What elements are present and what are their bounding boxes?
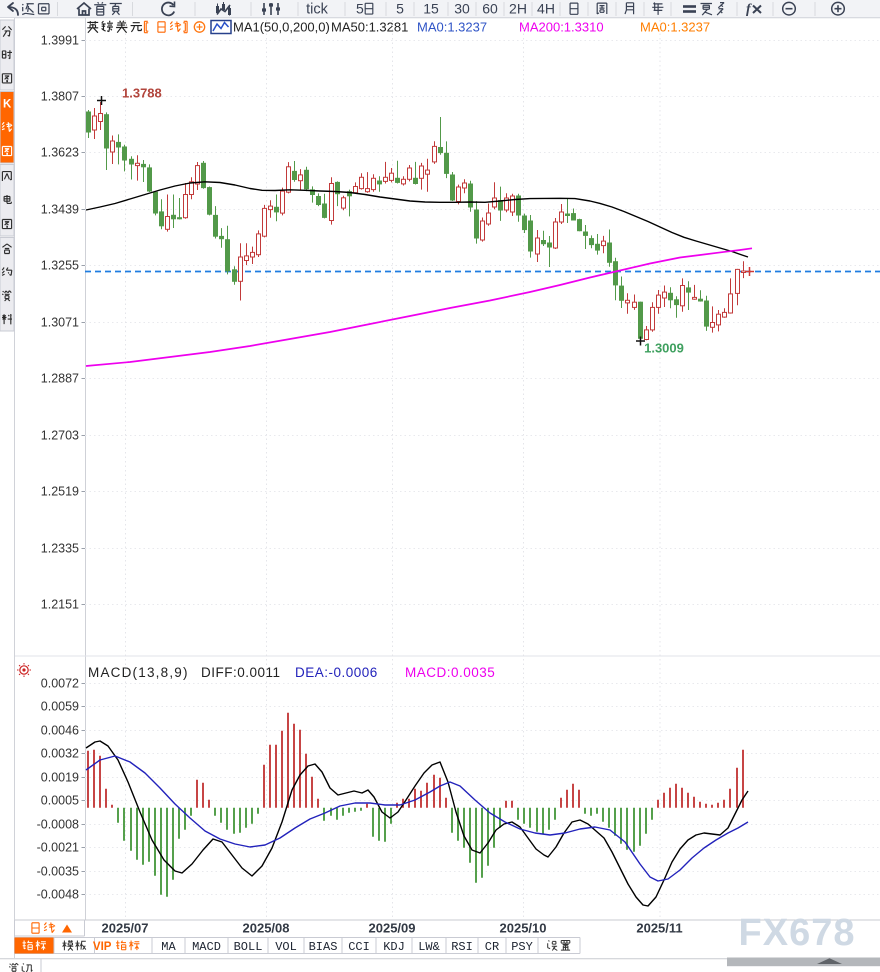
svg-text:tick: tick <box>306 2 329 18</box>
svg-text:1.2703: 1.2703 <box>41 429 79 443</box>
svg-text:PSY: PSY <box>511 940 533 954</box>
svg-text:VIP: VIP <box>93 941 112 953</box>
svg-text:RSI: RSI <box>451 940 473 954</box>
svg-text:MA0:1.3237: MA0:1.3237 <box>640 20 710 35</box>
svg-text:CR: CR <box>485 940 499 954</box>
svg-text:2H: 2H <box>509 1 527 17</box>
svg-text:30: 30 <box>454 1 470 17</box>
svg-text:2025/07: 2025/07 <box>102 921 149 936</box>
svg-text:CCI: CCI <box>348 940 370 954</box>
svg-text:60: 60 <box>482 1 498 17</box>
svg-text:1.3623: 1.3623 <box>41 146 79 160</box>
svg-text:0.0005: 0.0005 <box>41 794 79 808</box>
svg-text:1.2151: 1.2151 <box>41 598 79 612</box>
svg-text:-0.0008: -0.0008 <box>37 818 79 832</box>
svg-text:-0.0048: -0.0048 <box>37 888 79 902</box>
svg-text:2025/09: 2025/09 <box>369 921 416 936</box>
svg-text:5: 5 <box>356 1 364 17</box>
svg-text:1.3807: 1.3807 <box>41 90 79 104</box>
svg-text:MA1(50,0,200,0): MA1(50,0,200,0) <box>233 20 330 35</box>
svg-text:2025/11: 2025/11 <box>636 921 682 936</box>
svg-text:1.2335: 1.2335 <box>41 542 79 556</box>
svg-text:MA0:1.3237: MA0:1.3237 <box>417 20 487 35</box>
svg-text:2025/10: 2025/10 <box>500 921 547 936</box>
svg-text:0.0072: 0.0072 <box>41 677 79 691</box>
svg-text:4H: 4H <box>537 1 555 17</box>
svg-text:2025/08: 2025/08 <box>243 921 290 936</box>
svg-text:FX678: FX678 <box>739 912 856 954</box>
svg-text:K: K <box>3 98 12 110</box>
svg-text:1.3788: 1.3788 <box>122 86 162 101</box>
svg-text:1.3009: 1.3009 <box>644 341 684 356</box>
svg-text:5: 5 <box>396 1 404 17</box>
svg-text:15: 15 <box>423 1 439 17</box>
svg-text:1.3071: 1.3071 <box>41 316 79 330</box>
svg-text:0.0046: 0.0046 <box>41 724 79 738</box>
svg-text:MA: MA <box>161 940 176 954</box>
svg-text:LW&: LW& <box>418 940 440 954</box>
svg-text:BOLL: BOLL <box>234 940 263 954</box>
svg-text:MACD(13,8,9): MACD(13,8,9) <box>88 665 189 680</box>
svg-text:MA200:1.3310: MA200:1.3310 <box>519 20 604 35</box>
svg-text:BIAS: BIAS <box>309 940 338 954</box>
svg-text:f: f <box>746 2 752 17</box>
svg-text:-0.0021: -0.0021 <box>37 841 79 855</box>
svg-text:MACD:0.0035: MACD:0.0035 <box>405 665 495 680</box>
svg-text:1.3991: 1.3991 <box>41 34 79 48</box>
svg-text:MA50:1.3281: MA50:1.3281 <box>331 20 408 35</box>
svg-text:0.0059: 0.0059 <box>41 700 79 714</box>
svg-text:-0.0035: -0.0035 <box>37 865 79 879</box>
svg-text:DEA:-0.0006: DEA:-0.0006 <box>295 665 378 680</box>
svg-text:0.0032: 0.0032 <box>41 747 79 761</box>
svg-text:KDJ: KDJ <box>383 940 405 954</box>
svg-text:1.2887: 1.2887 <box>41 372 79 386</box>
svg-text:0.0019: 0.0019 <box>41 771 79 785</box>
svg-text:1.2519: 1.2519 <box>41 485 79 499</box>
svg-text:DIFF:0.0011: DIFF:0.0011 <box>201 665 281 680</box>
svg-text:VOL: VOL <box>275 940 297 954</box>
svg-text:MACD: MACD <box>192 940 221 954</box>
svg-text:1.3439: 1.3439 <box>41 203 79 217</box>
svg-text:1.3255: 1.3255 <box>41 259 79 273</box>
